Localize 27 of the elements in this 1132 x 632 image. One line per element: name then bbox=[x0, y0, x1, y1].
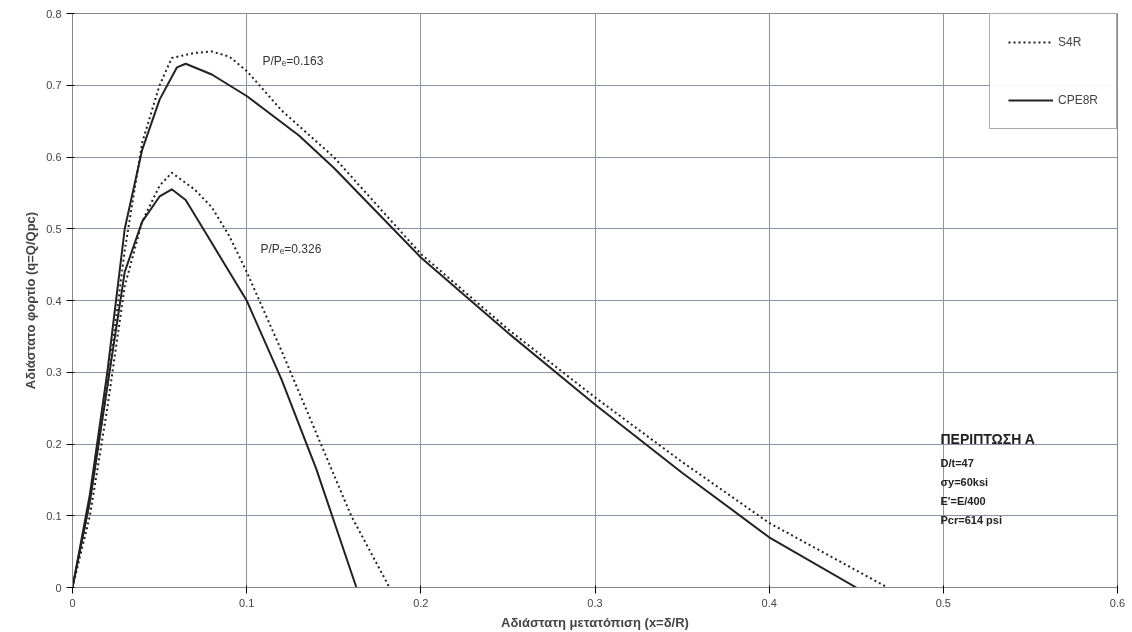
annotation: σy=60ksi bbox=[940, 475, 989, 488]
y-tick-label: 0.2 bbox=[46, 438, 62, 450]
y-tick-label: 0.8 bbox=[46, 7, 62, 20]
annotation: P/Pₑ=0.163 bbox=[262, 53, 324, 68]
y-tick-label: 0.7 bbox=[46, 79, 62, 92]
x-tick-label: 0.6 bbox=[1109, 596, 1126, 609]
x-tick-label: 0.1 bbox=[239, 596, 255, 609]
x-tick-label: 0.4 bbox=[761, 596, 777, 609]
legend-label: S4R bbox=[1057, 35, 1082, 49]
y-tick-label: 0 bbox=[55, 581, 62, 594]
y-tick-label: 0.3 bbox=[46, 366, 62, 379]
x-tick-label: 0.3 bbox=[587, 596, 603, 609]
legend-label: CPE8R bbox=[1057, 93, 1098, 107]
y-tick-label: 0.1 bbox=[46, 509, 62, 522]
x-tick-label: 0 bbox=[69, 596, 76, 609]
annotation: D/t=47 bbox=[940, 456, 974, 469]
annotation: ΠΕΡΙΠΤΩΣΗ Α bbox=[940, 430, 1035, 447]
x-tick-label: 0.5 bbox=[935, 596, 951, 609]
annotation: P/Pₑ=0.326 bbox=[260, 241, 322, 256]
x-axis-title: Αδιάστατη μετατόπιση (x=δ/R) bbox=[501, 614, 689, 630]
y-tick-label: 0.6 bbox=[46, 151, 62, 163]
y-axis-title: Αδιάστατο φορτίο (q=Q/Qpc) bbox=[23, 211, 39, 390]
y-tick-label: 0.4 bbox=[46, 294, 62, 307]
x-tick-label: 0.2 bbox=[413, 596, 429, 609]
annotation: Pcr=614 psi bbox=[940, 513, 1002, 526]
y-tick-label: 0.5 bbox=[46, 222, 62, 235]
annotation: E'=E/400 bbox=[940, 494, 986, 507]
